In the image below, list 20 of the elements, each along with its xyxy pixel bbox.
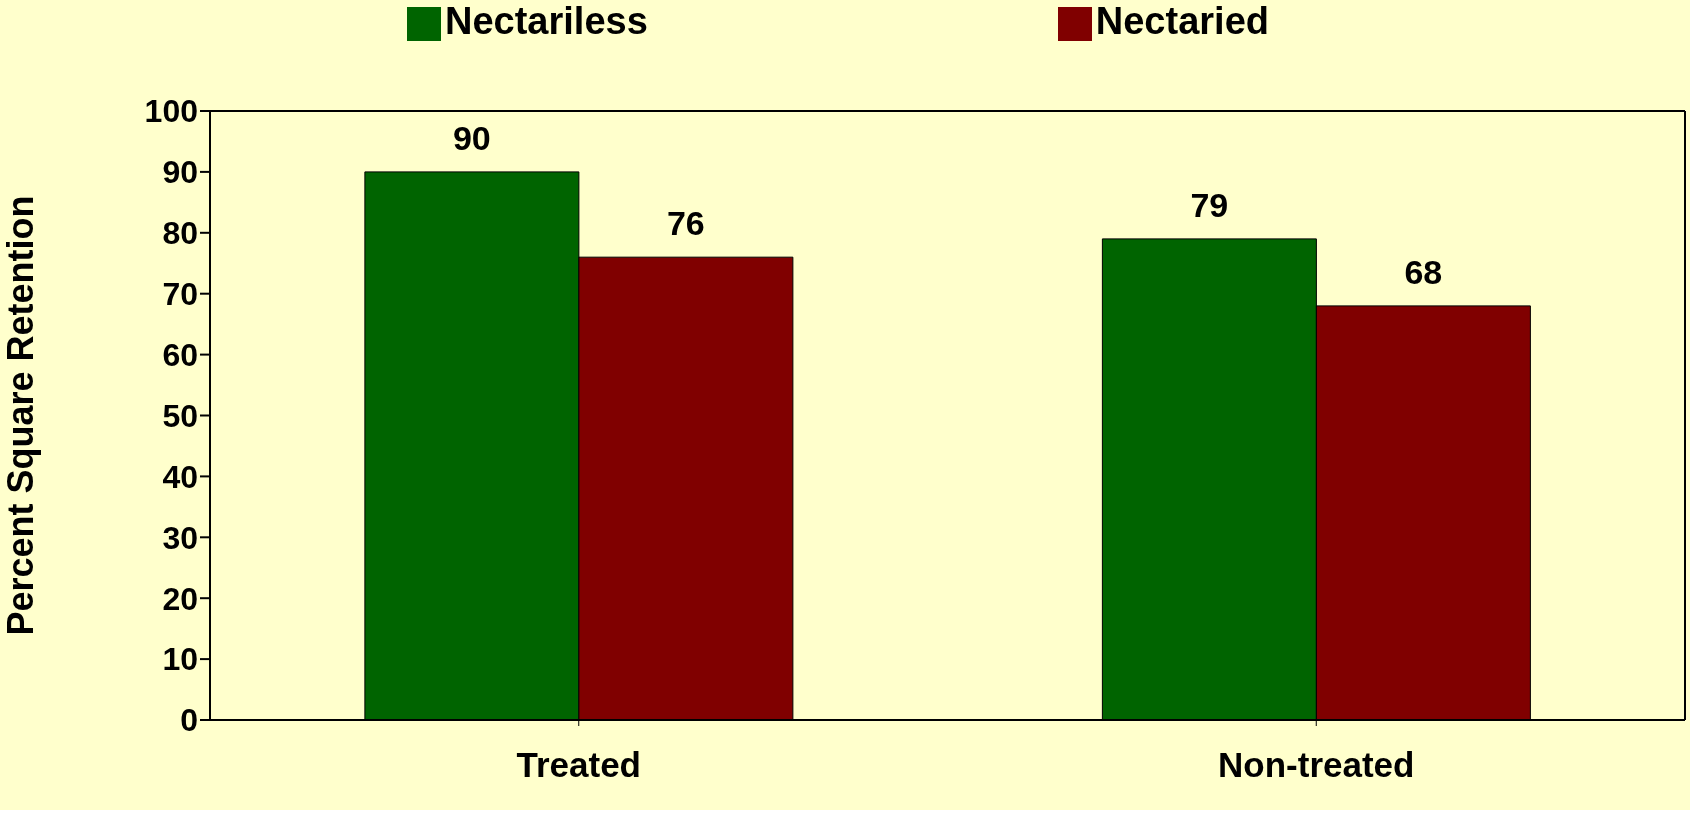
y-tick-label: 20 [162, 580, 198, 617]
legend-label: Nectaried [1095, 0, 1269, 42]
y-tick-label: 60 [162, 336, 198, 373]
data-label: 90 [452, 118, 491, 157]
y-tick-label: 40 [162, 458, 198, 495]
data-label: 68 [1404, 252, 1443, 291]
y-tick-label: 90 [162, 154, 198, 191]
y-tick-label: 0 [180, 702, 198, 739]
x-tick-label: Non-treated [1218, 744, 1415, 784]
y-tick-label: 80 [162, 215, 198, 252]
y-tick-label: 10 [162, 641, 198, 678]
data-label: 76 [666, 204, 705, 243]
y-tick-label: 30 [162, 519, 198, 556]
x-tick-label: Treated [516, 744, 641, 784]
y-axis-title: Percent Square Retention [0, 195, 41, 636]
data-label: 79 [1190, 185, 1229, 224]
y-tick-label: 50 [162, 397, 198, 434]
legend-label: Nectariless [444, 0, 648, 42]
y-tick-label: 70 [162, 276, 198, 313]
y-tick-label: 100 [144, 93, 198, 130]
